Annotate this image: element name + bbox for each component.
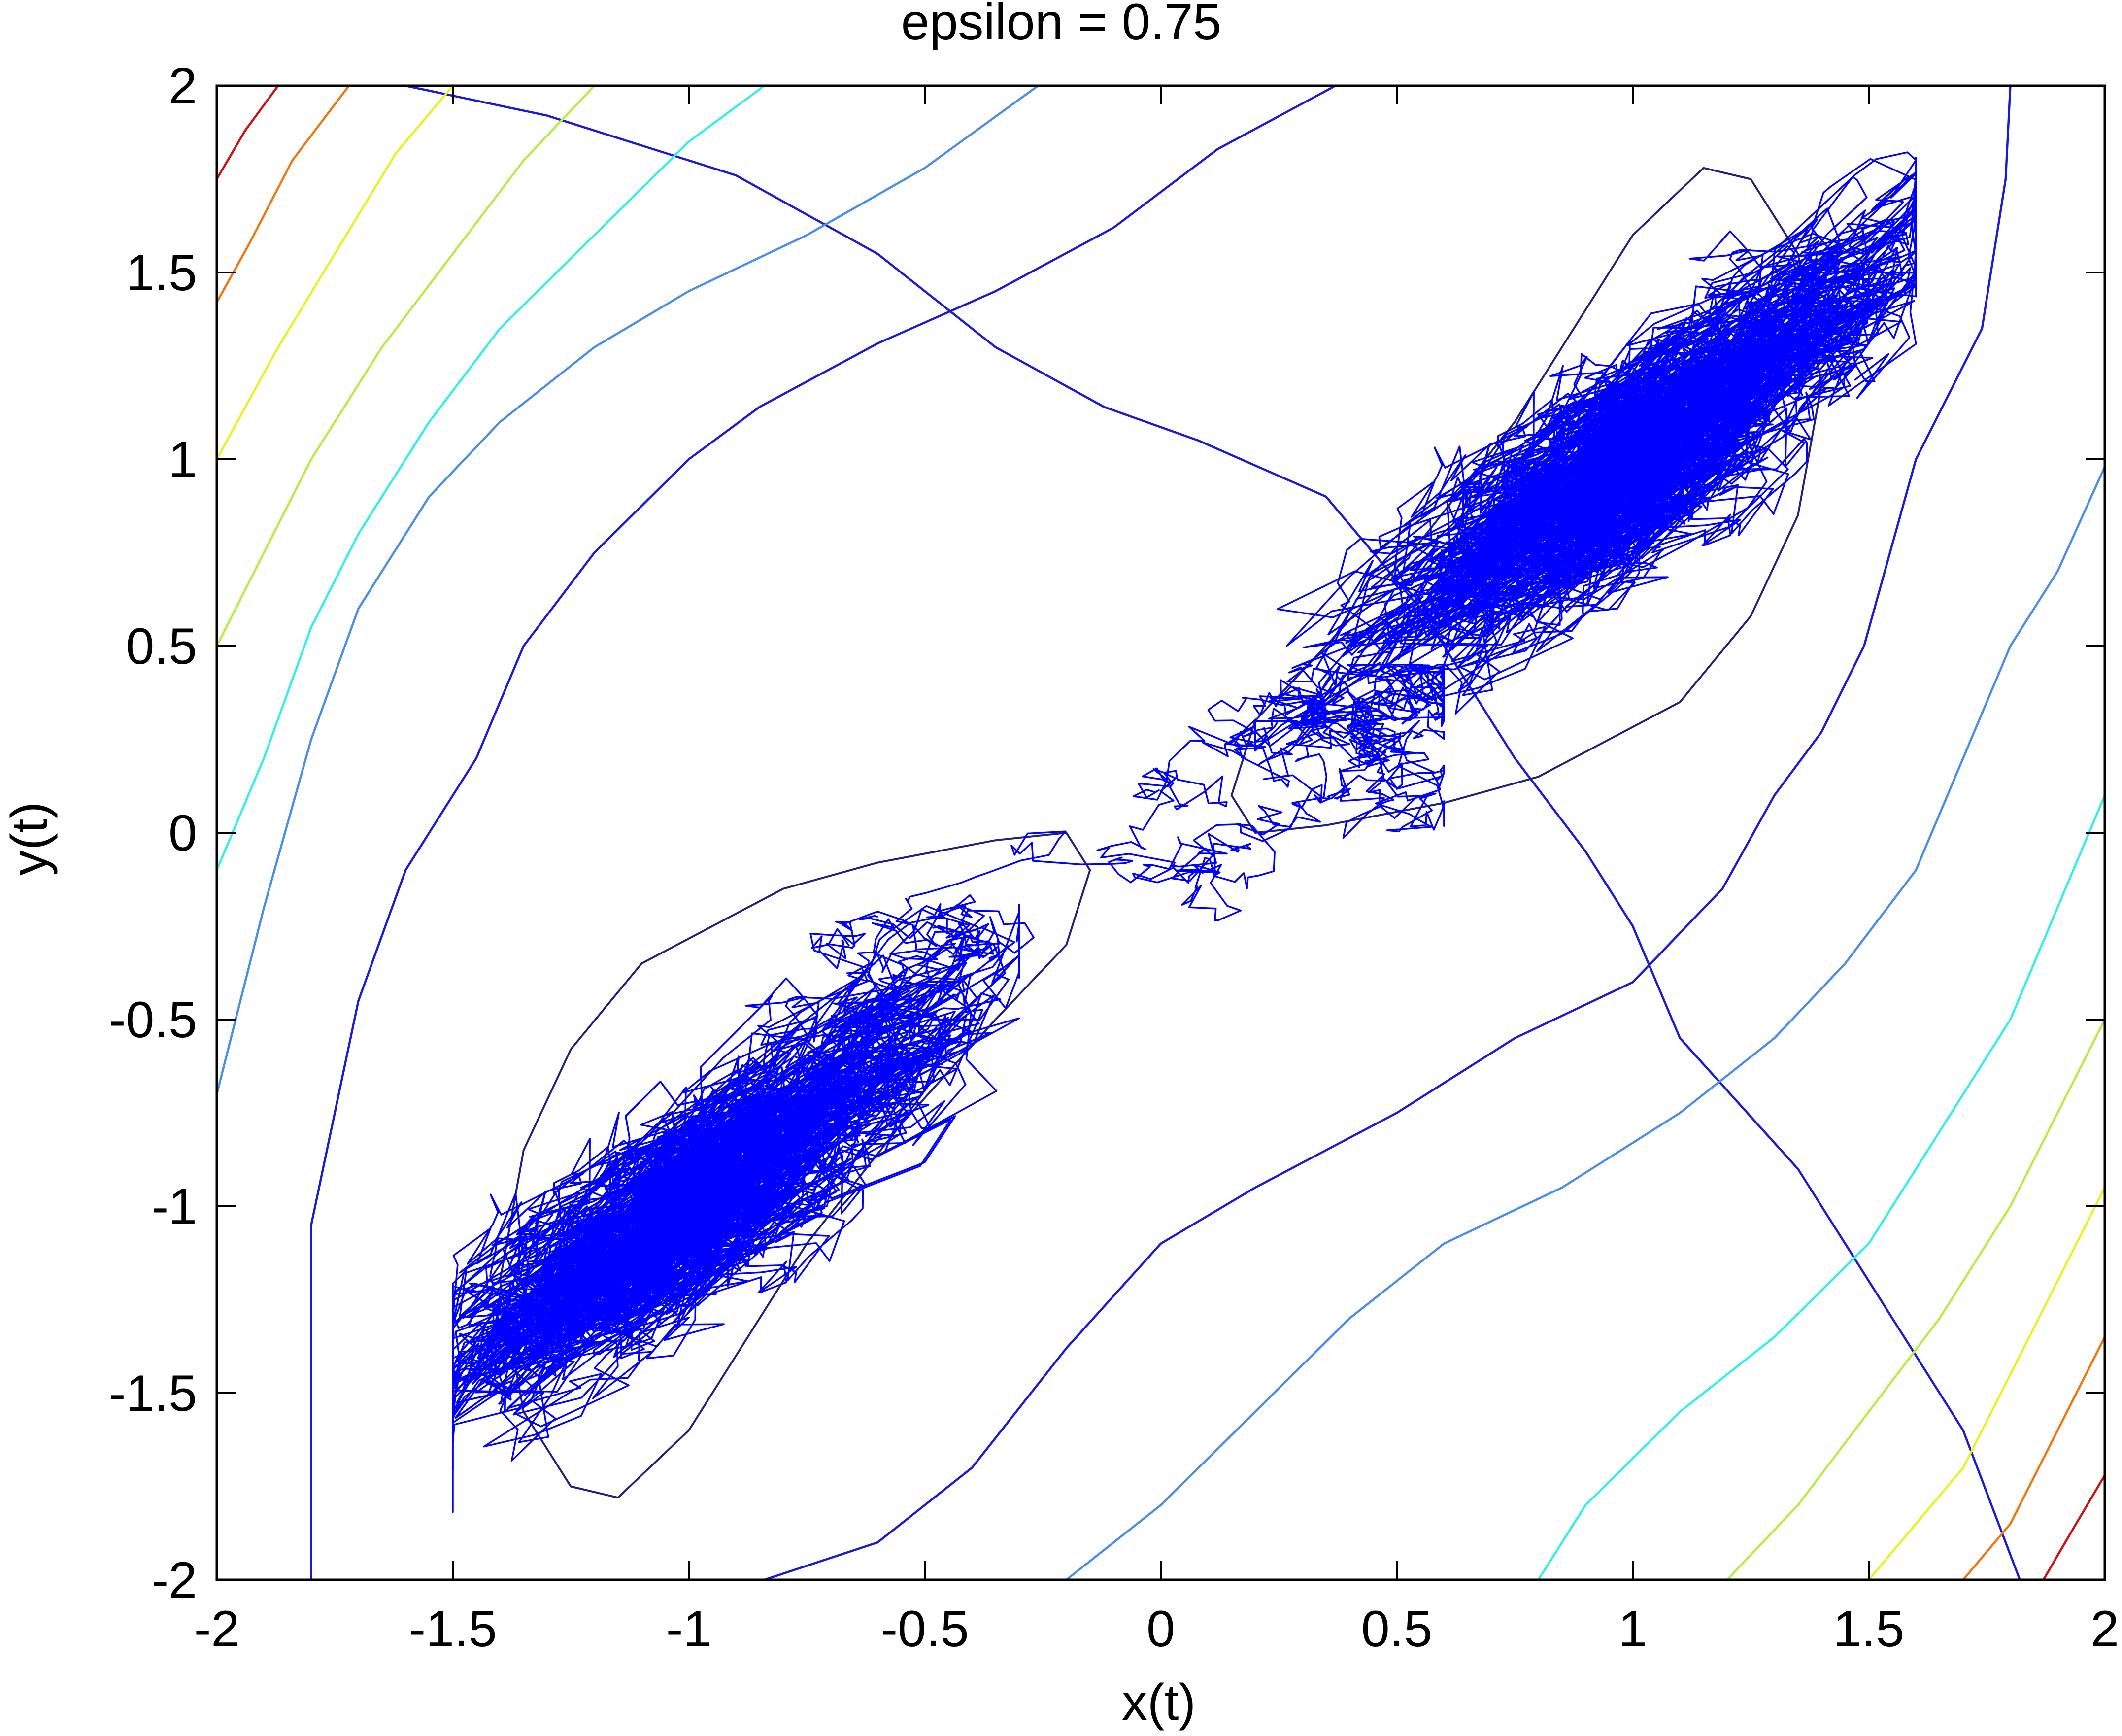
y-axis-label: y(t)	[1, 802, 58, 876]
x-axis-label: x(t)	[1122, 1674, 1196, 1731]
y-tick-label-8: 1.5	[126, 244, 197, 302]
x-tick-label-7: 1	[1618, 1600, 1647, 1658]
y-tick-label-3: -1	[152, 1178, 197, 1235]
y-tick-label-2: -1.5	[109, 1365, 197, 1422]
y-tick-label-6: 0.5	[126, 618, 197, 675]
x-tick-label-1: -2	[194, 1600, 239, 1658]
trajectory-segment-13	[1350, 277, 1911, 701]
contour-line-5	[1066, 466, 2105, 1580]
y-axis-ticks: -2 -1.5 -1 -0.5 0 0.5 1 1.5 2	[109, 58, 2105, 1609]
x-tick-label-8: 1.5	[1833, 1600, 1905, 1658]
contour-line-1	[405, 86, 2021, 1580]
trajectory-segment-14	[1257, 198, 1917, 766]
trajectory-series	[452, 151, 1917, 1513]
contour-line-11	[1868, 1187, 2105, 1580]
y-tick-label-1: -2	[152, 1552, 197, 1609]
contour-line-9	[1726, 1019, 2105, 1580]
contour-line-3	[764, 86, 2012, 1580]
x-axis-ticks: -2 -1.5 -1 -0.5 0 0.5 1 1.5 2	[194, 86, 2119, 1658]
contour-line-10	[217, 86, 454, 460]
x-tick-label-4: -0.5	[880, 1600, 969, 1658]
trajectory-segment-29	[809, 664, 1445, 1007]
y-tick-label-5: 0	[168, 805, 197, 862]
x-tick-label-5: 0	[1146, 1600, 1175, 1658]
contour-line-12	[217, 86, 350, 303]
y-tick-label-9: 2	[168, 58, 197, 115]
contour-line-6	[217, 86, 765, 871]
contour-line-14	[217, 86, 279, 180]
contour-line-13	[1962, 1336, 2105, 1580]
x-tick-label-3: -1	[666, 1600, 711, 1658]
trajectory-segment-10	[1444, 158, 1917, 629]
y-tick-label-7: 1	[168, 431, 197, 488]
potential-contours	[217, 86, 2105, 1580]
trajectory-segment-28	[452, 943, 1006, 1419]
y-tick-label-4: -0.5	[109, 991, 197, 1049]
contour-line-15	[2042, 1474, 2105, 1580]
x-tick-label-9: 2	[2090, 1600, 2119, 1658]
x-tick-label-6: 0.5	[1361, 1600, 1433, 1658]
x-tick-label-2: -1.5	[408, 1600, 497, 1658]
contour-line-8	[217, 86, 596, 647]
contour-line-4	[217, 86, 1039, 1095]
chart-title: epsilon = 0.75	[901, 0, 1222, 51]
contour-line-2	[310, 86, 1336, 1580]
contour-line-7	[1537, 795, 2105, 1580]
